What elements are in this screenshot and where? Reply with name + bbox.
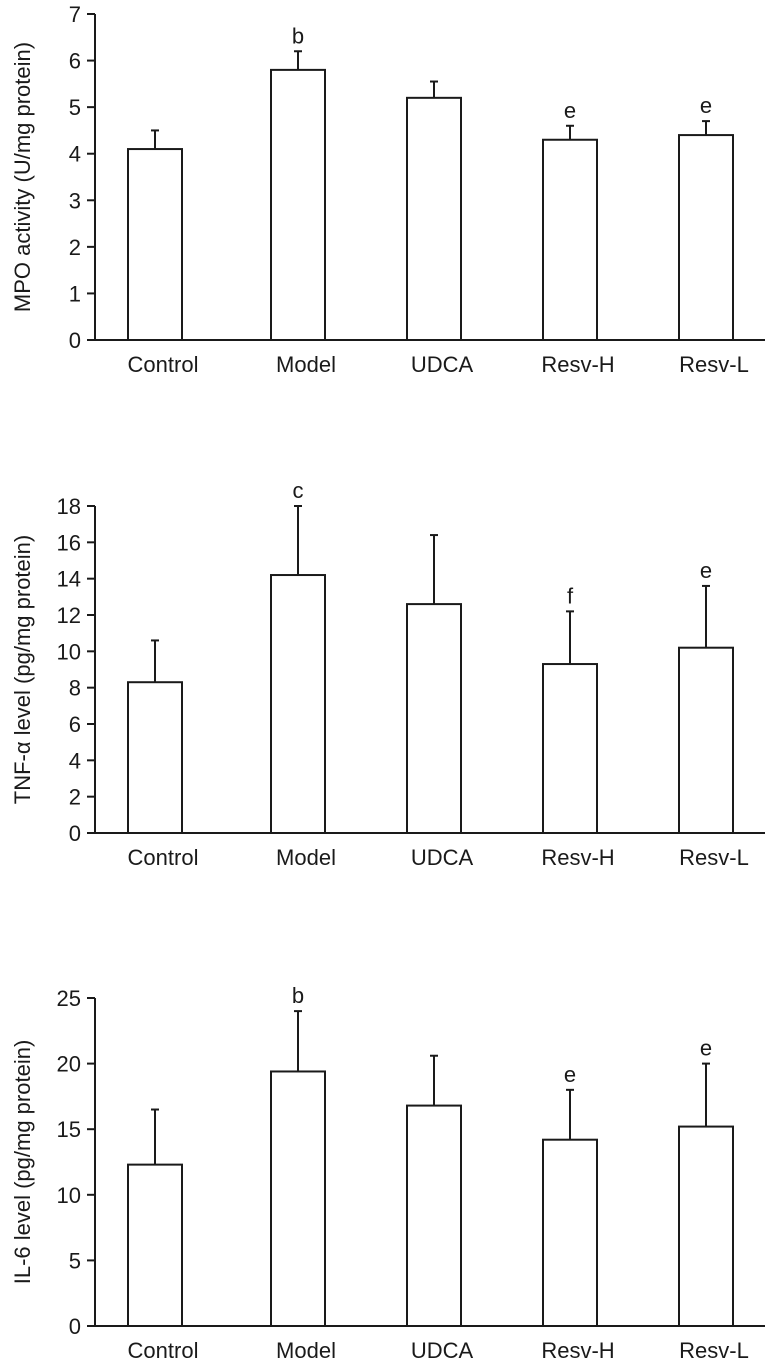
y-axis-title: MPO activity (U/mg protein) [10, 42, 35, 312]
x-category-label: Resv-H [541, 1338, 614, 1363]
y-tick-label: 4 [69, 142, 81, 167]
y-tick-label: 5 [69, 1248, 81, 1273]
significance-label: b [292, 983, 304, 1008]
y-tick-label: 4 [69, 748, 81, 773]
y-tick-label: 25 [57, 986, 81, 1011]
bar-model [270, 1070, 326, 1328]
y-tick-label: 1 [69, 281, 81, 306]
bar-udca [406, 96, 462, 342]
bar-resv-h [542, 138, 598, 341]
chart-panel-3: 0 5 10 15 20 25 IL-6 level (pg/mg protein) Cont… [10, 983, 765, 1363]
y-tick-label: 3 [69, 188, 81, 213]
significance-label: c [293, 478, 304, 503]
x-category-label: Resv-L [679, 845, 749, 870]
y-tick-label: 15 [57, 1117, 81, 1142]
y-tick-label: 18 [57, 494, 81, 519]
bar-resv-l [678, 646, 734, 835]
x-category-label: Resv-H [541, 845, 614, 870]
y-tick-label: 8 [69, 676, 81, 701]
significance-label: e [700, 93, 712, 118]
bar-resv-h [542, 1138, 598, 1328]
x-category-label: UDCA [411, 1338, 474, 1363]
y-tick-label: 16 [57, 530, 81, 555]
significance-label: e [564, 1062, 576, 1087]
x-category-label: Resv-L [679, 1338, 749, 1363]
x-category-label: Control [128, 352, 199, 377]
y-tick-label: 5 [69, 95, 81, 120]
bar-udca [406, 1104, 462, 1327]
y-tick-label: 2 [69, 235, 81, 260]
y-tick-label: 6 [69, 49, 81, 74]
y-axis-title: IL-6 level (pg/mg protein) [10, 1040, 35, 1285]
y-tick-label: 20 [57, 1052, 81, 1077]
y-axis-title: TNF-α level (pg/mg protein) [10, 535, 35, 804]
bar-resv-l [678, 1125, 734, 1328]
y-tick-label: 0 [69, 1314, 81, 1339]
bar-control [127, 148, 183, 341]
bar-model [270, 574, 326, 834]
bar-control [127, 1163, 183, 1328]
bar-model [270, 68, 326, 341]
y-tick-label: 12 [57, 603, 81, 628]
bar-resv-l [678, 134, 734, 341]
bar-control [127, 681, 183, 835]
y-tick-label: 10 [57, 1183, 81, 1208]
x-category-label: Control [128, 845, 199, 870]
y-tick-label: 6 [69, 712, 81, 737]
x-category-label: Resv-H [541, 352, 614, 377]
significance-label: b [292, 23, 304, 48]
x-category-label: Model [276, 845, 336, 870]
y-tick-label: 10 [57, 639, 81, 664]
y-tick-label: 7 [69, 2, 81, 27]
x-category-label: UDCA [411, 845, 474, 870]
y-tick-label: 2 [69, 785, 81, 810]
significance-label: e [700, 1036, 712, 1061]
x-category-label: Model [276, 352, 336, 377]
chart-panel-1: 0 1 2 3 4 5 6 7 MPO activity (U/mg protein) Contr… [10, 2, 765, 377]
bar-resv-h [542, 663, 598, 834]
significance-label: e [700, 558, 712, 583]
x-category-label: Model [276, 1338, 336, 1363]
chart-panel-2: 0 2 4 6 8 10 12 14 16 18 TNF-α level (pg/mg protei… [10, 478, 765, 870]
bar-udca [406, 603, 462, 834]
x-category-label: UDCA [411, 352, 474, 377]
y-tick-label: 14 [57, 567, 81, 592]
y-tick-label: 0 [69, 821, 81, 846]
x-category-label: Control [128, 1338, 199, 1363]
y-tick-label: 0 [69, 328, 81, 353]
significance-label: f [567, 583, 574, 608]
x-category-label: Resv-L [679, 352, 749, 377]
significance-label: e [564, 98, 576, 123]
